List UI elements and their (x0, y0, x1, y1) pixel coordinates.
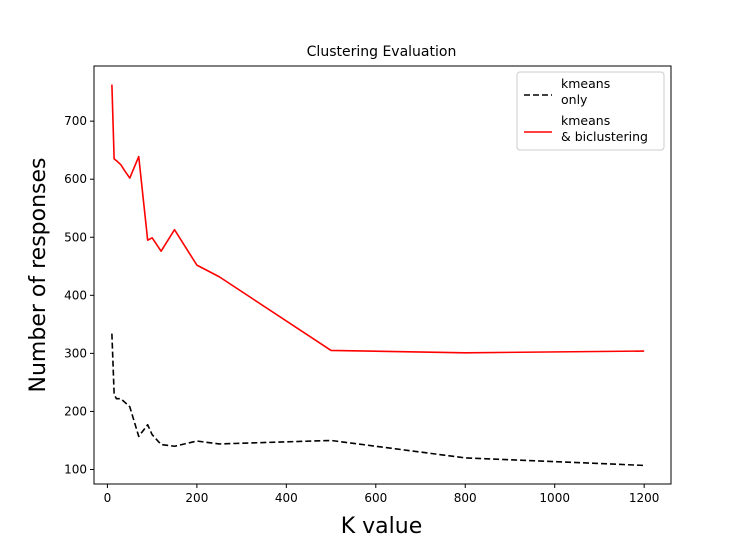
y-tick-label: 300 (64, 346, 87, 360)
y-tick-label: 700 (64, 114, 87, 128)
x-tick-label: 600 (364, 491, 387, 505)
x-axis-label: K value (341, 514, 423, 539)
chart-title: Clustering Evaluation (307, 44, 457, 60)
series-line-0 (111, 333, 645, 467)
legend-label: & biclustering (561, 129, 648, 144)
x-tick-label: 800 (454, 491, 477, 505)
x-tick-label: 200 (185, 491, 208, 505)
legend-label: kmeans (561, 76, 610, 91)
x-tick-label: 1000 (539, 491, 570, 505)
x-tick-label: 1200 (629, 491, 660, 505)
y-tick-label: 100 (64, 462, 87, 476)
legend-label: kmeans (561, 113, 610, 128)
plot-frame (93, 65, 672, 485)
x-tick-label: 400 (275, 491, 298, 505)
legend-box (516, 71, 665, 151)
x-tick-label: 0 (104, 491, 112, 505)
y-tick-label: 600 (64, 172, 87, 186)
y-axis: 100 200 300 400 500 600 700 (64, 114, 94, 476)
legend-label: only (561, 92, 588, 107)
y-tick-label: 400 (64, 288, 87, 302)
y-tick-label: 500 (64, 230, 87, 244)
x-axis: 0 200 400 600 800 1000 1200 (104, 484, 660, 505)
series-line-1 (111, 84, 645, 354)
plot-area (111, 84, 645, 467)
y-axis-label: Number of responses (26, 158, 51, 393)
y-tick-label: 200 (64, 404, 87, 418)
